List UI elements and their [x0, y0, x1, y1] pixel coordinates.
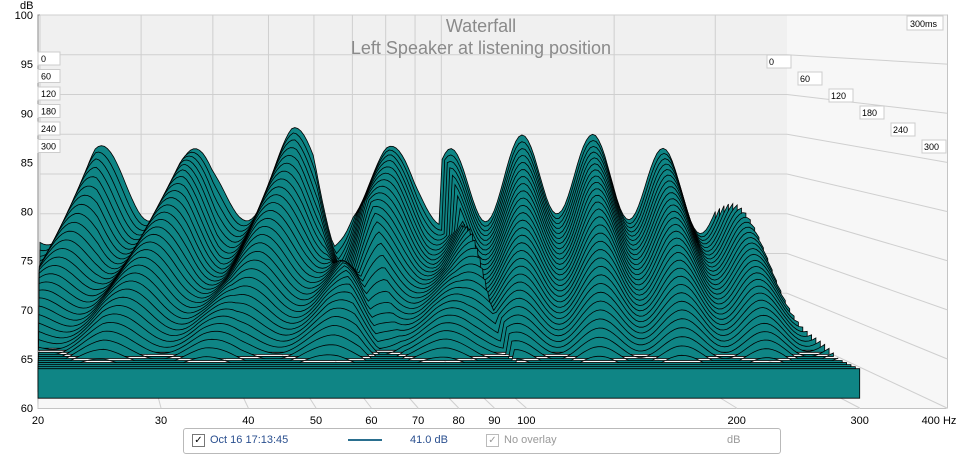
x-tick-label: 90 — [488, 415, 500, 427]
grid-line-db-side — [786, 292, 948, 360]
y-tick-label: 80 — [21, 207, 33, 219]
series-checkbox[interactable]: ✓ — [192, 434, 205, 447]
grid-line-db-side — [786, 94, 948, 114]
waterfall-slice — [37, 368, 861, 399]
x-tick-label: 20 — [32, 415, 44, 427]
x-tick-label: 40 — [242, 415, 254, 427]
time-label-box — [921, 139, 947, 154]
x-tick-label: 100 — [517, 415, 535, 427]
chart-subtitle: Left Speaker at listening position — [351, 38, 611, 58]
grid-line-db-side — [786, 213, 948, 262]
time-label-left: 180 — [41, 107, 56, 117]
time-label-box — [797, 71, 823, 86]
overlay-label: No overlay — [504, 434, 557, 446]
y-axis-label: dB — [20, 0, 33, 12]
time-label-left: 60 — [41, 72, 51, 82]
grid-line-db-side — [786, 54, 948, 65]
y-tick-label: 60 — [21, 403, 33, 415]
waterfall-surface — [37, 127, 861, 399]
y-tick-label: 85 — [21, 157, 33, 169]
time-label-box — [37, 51, 61, 66]
time-label-right: 300 — [924, 142, 939, 152]
y-tick-label: 75 — [21, 256, 33, 268]
x-tick-label: 30 — [155, 415, 167, 427]
x-tick-label: 70 — [412, 415, 424, 427]
x-tick-label: 400 Hz — [922, 415, 957, 427]
time-end-box — [906, 15, 944, 31]
x-tick-label: 60 — [365, 415, 377, 427]
time-end-label: 300ms — [910, 19, 938, 29]
y-tick-label: 90 — [21, 108, 33, 120]
time-label-box — [37, 121, 61, 136]
x-tick-label: 80 — [453, 415, 465, 427]
y-tick-label: 70 — [21, 305, 33, 317]
time-label-left: 240 — [41, 124, 56, 134]
time-label-right: 0 — [769, 57, 774, 67]
time-label-left: 120 — [41, 89, 56, 99]
grid-line-db-side — [786, 173, 948, 212]
time-label-box — [890, 122, 916, 137]
time-label-right: 120 — [831, 91, 846, 101]
time-label-box — [766, 54, 792, 69]
time-label-box — [37, 69, 61, 83]
grid-line-db-side — [786, 253, 948, 311]
x-tick-label: 50 — [310, 415, 322, 427]
overlay-checkbox[interactable]: ✓ — [486, 434, 499, 447]
series-line-swatch — [348, 439, 382, 441]
time-label-left: 0 — [41, 54, 46, 64]
overlay-unit: dB — [727, 434, 741, 446]
y-tick-label: 100 — [15, 10, 33, 22]
time-label-left: 300 — [41, 142, 56, 152]
legend-bar: ✓ Oct 16 17:13:45 41.0 dB ✓ No overlay d… — [183, 428, 781, 454]
chart-title: Waterfall — [446, 16, 516, 36]
time-label-box — [859, 105, 885, 120]
time-label-right: 240 — [893, 125, 908, 135]
y-tick-label: 95 — [21, 59, 33, 71]
y-tick-label: 65 — [21, 354, 33, 366]
time-label-box — [37, 139, 61, 153]
time-label-box — [828, 88, 854, 103]
series-value: 41.0 dB — [410, 434, 448, 446]
x-tick-label: 300 — [851, 415, 869, 427]
series-label: Oct 16 17:13:45 — [210, 434, 289, 446]
time-label-box — [37, 86, 61, 101]
time-label-right: 60 — [800, 74, 810, 84]
time-label-right: 180 — [862, 108, 877, 118]
grid-line-db-side — [786, 133, 948, 163]
x-tick-label: 200 — [727, 415, 745, 427]
time-label-box — [37, 104, 61, 118]
